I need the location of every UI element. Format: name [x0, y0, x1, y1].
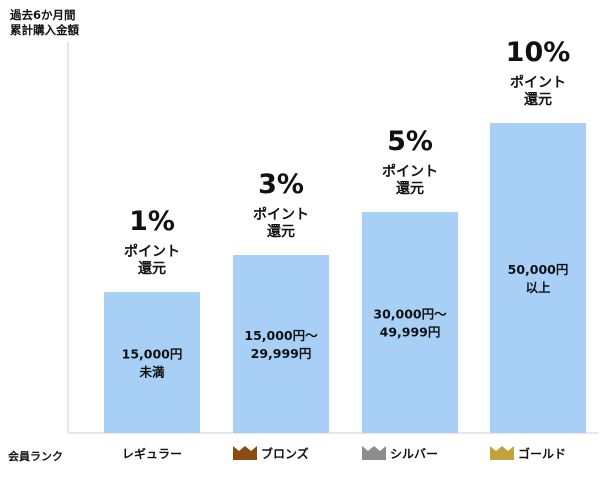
bar-range-label-2: 15,000円～ 29,999円: [244, 328, 318, 361]
tick-label-4: ゴールド: [518, 446, 566, 461]
tick-label-3: シルバー: [390, 447, 438, 461]
bar-range-label-3: 30,000円～ 49,999円: [373, 307, 447, 340]
bar-4: [490, 123, 586, 433]
sub-label-3: ポイント還元: [382, 163, 438, 197]
value-label-4: 10%: [506, 37, 571, 68]
value-label-1: 1%: [129, 206, 175, 237]
crown-icon: [233, 446, 257, 460]
bar-2: [233, 255, 329, 433]
tick-label-1: レギュラー: [122, 446, 182, 461]
crown-icon: [490, 446, 514, 460]
bar-range-label-1: 15,000円未満: [122, 347, 183, 380]
sub-label-1: ポイント還元: [124, 243, 180, 277]
tick-label-2: ブロンズ: [261, 446, 309, 461]
bar-range-label-4: 50,000円以上: [508, 262, 569, 295]
crown-icon: [362, 446, 386, 460]
value-label-3: 5%: [387, 126, 433, 157]
bar-1: [104, 292, 200, 433]
y-axis-label: 過去6か月間 累計購入金額: [10, 8, 79, 37]
sub-label-2: ポイント還元: [253, 206, 309, 240]
bar-3: [362, 212, 458, 433]
sub-label-4: ポイント還元: [510, 74, 566, 108]
x-axis-label: 会員ランク: [8, 450, 63, 463]
value-label-2: 3%: [258, 169, 304, 200]
